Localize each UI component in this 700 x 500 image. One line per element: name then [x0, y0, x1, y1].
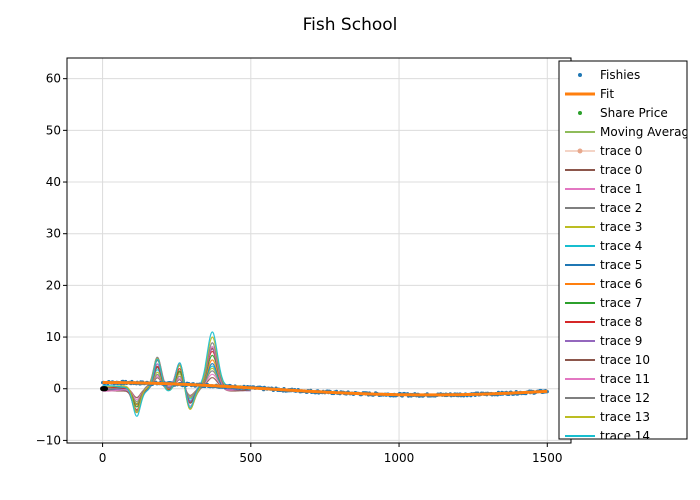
legend-item[interactable]: trace 2 [565, 201, 642, 215]
legend-item[interactable]: trace 0 [565, 144, 642, 158]
y-tick-label: 50 [46, 123, 61, 137]
legend-label: Share Price [600, 106, 668, 120]
legend-item[interactable]: Fishies [578, 68, 640, 82]
legend-item[interactable]: trace 0 [565, 163, 642, 177]
legend-label: trace 5 [600, 258, 642, 272]
legend-item[interactable]: trace 14 [565, 429, 650, 443]
legend-label: trace 7 [600, 296, 642, 310]
y-axis: −10 0 10 20 30 40 50 60 [36, 72, 67, 447]
legend-label: trace 10 [600, 353, 650, 367]
legend-label: trace 8 [600, 315, 642, 329]
legend-label: trace 0 [600, 163, 642, 177]
legend-item[interactable]: trace 5 [565, 258, 642, 272]
grid-lines [67, 58, 571, 443]
x-tick-label: 500 [239, 451, 262, 465]
fit-line [102, 381, 548, 397]
y-tick-label: 20 [46, 278, 61, 292]
legend-label: Moving Average [600, 125, 696, 139]
y-tick-label: −10 [36, 433, 61, 447]
legend-label: Fishies [600, 68, 640, 82]
y-tick-label: 10 [46, 330, 61, 344]
legend-item[interactable]: trace 10 [565, 353, 650, 367]
legend-label: trace 1 [600, 182, 642, 196]
x-tick-label: 1000 [384, 451, 415, 465]
legend-label: trace 9 [600, 334, 642, 348]
plot-area [100, 331, 549, 417]
legend-item[interactable]: trace 4 [565, 239, 642, 253]
y-tick-label: 30 [46, 227, 61, 241]
y-tick-label: 0 [53, 382, 61, 396]
legend-swatch [578, 73, 582, 77]
legend-item[interactable]: trace 11 [565, 372, 650, 386]
legend-label: trace 3 [600, 220, 642, 234]
legend-item[interactable]: Moving Average [565, 125, 696, 139]
legend-item[interactable]: trace 12 [565, 391, 650, 405]
y-tick-label: 60 [46, 72, 61, 86]
legend-item[interactable]: Share Price [578, 106, 668, 120]
legend-label: trace 12 [600, 391, 650, 405]
legend-item[interactable]: trace 1 [565, 182, 642, 196]
legend-label: trace 13 [600, 410, 650, 424]
chart-title: Fish School [303, 15, 398, 35]
legend-label: trace 2 [600, 201, 642, 215]
legend-label: trace 14 [600, 429, 650, 443]
legend-label: trace 6 [600, 277, 642, 291]
legend-label: trace 11 [600, 372, 650, 386]
y-tick-label: 40 [46, 175, 61, 189]
legend-box [558, 60, 688, 440]
plot-frame [66, 57, 572, 444]
legend-item[interactable]: trace 8 [565, 315, 642, 329]
legend-item[interactable]: trace 3 [565, 220, 642, 234]
marker-point [103, 386, 108, 392]
legend-swatch [578, 111, 582, 115]
legend-entries: Fishies Fit Share Price Moving Average trace… [565, 68, 696, 443]
legend-item[interactable]: trace 7 [565, 296, 642, 310]
legend-item[interactable]: trace 9 [565, 334, 642, 348]
legend-label: Fit [600, 87, 614, 101]
legend-label: trace 0 [600, 144, 642, 158]
legend-label: trace 4 [600, 239, 642, 253]
x-tick-label: 1500 [532, 451, 563, 465]
x-axis: 0 500 1000 1500 [99, 443, 563, 465]
x-tick-label: 0 [99, 451, 107, 465]
legend-swatch-marker [577, 148, 583, 154]
legend-item[interactable]: Fit [565, 87, 614, 101]
legend-item[interactable]: trace 6 [565, 277, 642, 291]
legend[interactable]: Fishies Fit Share Price Moving Average trace… [558, 60, 696, 443]
legend-item[interactable]: trace 13 [565, 410, 650, 424]
